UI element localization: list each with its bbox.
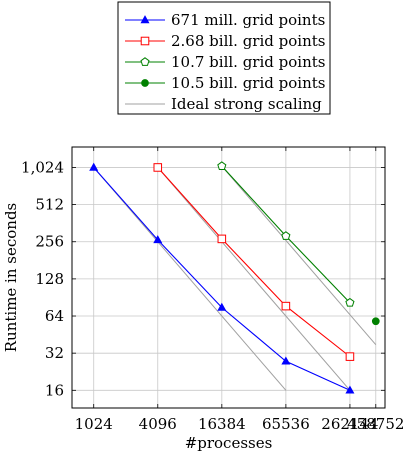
legend-entry: 10.7 bill. grid points [125, 53, 325, 71]
legend-label: 10.5 bill. grid points [171, 74, 325, 92]
data-point [345, 297, 355, 307]
series-3 [217, 161, 355, 307]
legend-marker [140, 57, 150, 66]
y-tick-label: 128 [35, 270, 64, 288]
series-1 [89, 162, 355, 394]
series-4 [371, 317, 380, 326]
ideal-scaling-line [157, 167, 351, 391]
legend: 671 mill. grid points 2.68 bill. grid poi… [117, 1, 331, 115]
x-tick-label: 262144 [321, 415, 378, 433]
data-point [345, 385, 355, 394]
data-point [217, 234, 227, 244]
legend-marker [140, 36, 150, 46]
x-tick-label: 65536 [262, 415, 310, 433]
data-point [345, 352, 355, 361]
series-line [157, 167, 351, 358]
legend-label: 10.7 bill. grid points [171, 53, 325, 71]
y-tick-label: 16 [45, 381, 64, 399]
data-point [89, 162, 99, 171]
data-point [153, 235, 163, 244]
x-tick-label: 458752 [347, 415, 404, 433]
legend-entry: 10.5 bill. grid points [125, 74, 325, 92]
y-tick-label: 512 [35, 196, 64, 214]
y-axis-label: Runtime in seconds [2, 203, 20, 353]
y-tick-label: 64 [45, 307, 64, 325]
data-point [371, 317, 380, 326]
data-point [281, 301, 291, 311]
ideal-scaling-line [221, 165, 377, 345]
legend-entry: 2.68 bill. grid points [125, 32, 325, 50]
y-tick-label: 32 [45, 344, 64, 362]
x-tick-label: 16384 [198, 415, 246, 433]
data-point [281, 356, 291, 365]
legend-label: 2.68 bill. grid points [171, 32, 325, 50]
legend-label: Ideal strong scaling [171, 95, 322, 113]
plot-frame [71, 146, 386, 409]
x-tick-label: 4096 [139, 415, 177, 433]
grid-lines [72, 147, 385, 408]
legend-marker [140, 15, 150, 24]
ideal-scaling-line [93, 167, 287, 391]
data-point [153, 163, 163, 172]
legend-marker [141, 79, 149, 87]
y-tick-label: 1,024 [21, 158, 64, 176]
data-point [217, 302, 227, 311]
y-tick-label: 256 [35, 233, 64, 251]
x-axis-label: #processes [185, 434, 273, 452]
data-point [217, 161, 227, 171]
legend-box [117, 1, 331, 115]
x-tick-label: 1024 [75, 415, 113, 433]
legend-entry: Ideal strong scaling [125, 95, 322, 113]
data-point [281, 231, 291, 240]
ideal-scaling-lines [93, 165, 377, 391]
series-2 [153, 163, 355, 361]
legend-entry: 671 mill. grid points [125, 11, 325, 29]
legend-label: 671 mill. grid points [171, 11, 325, 29]
